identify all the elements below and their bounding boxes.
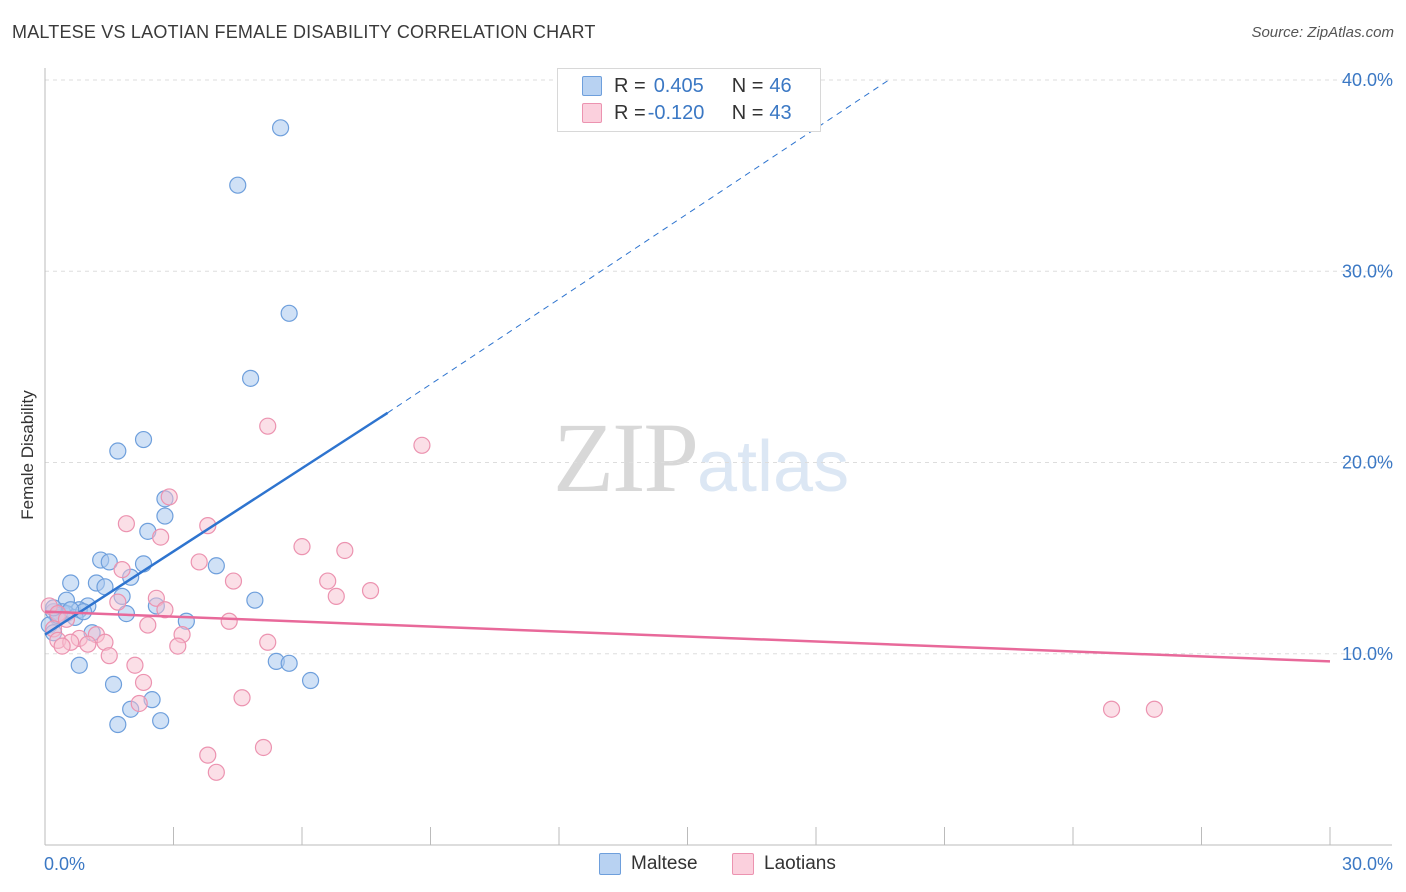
laotian-point [160, 488, 178, 506]
laotian-point [233, 689, 251, 707]
laotian-point [100, 647, 118, 665]
laotian-point [147, 589, 165, 607]
bottom-legend-swatch-maltese [599, 853, 621, 875]
laotian-point [319, 572, 337, 590]
maltese-point [109, 442, 127, 460]
laotian-point [293, 538, 311, 556]
laotian-point [224, 572, 243, 590]
legend-r-value: -0.120 [647, 101, 705, 124]
laotian-point [259, 417, 277, 435]
bottom-legend-label-maltese: Maltese [631, 853, 698, 874]
legend-n-value: 43 [769, 101, 792, 124]
laotian-point [1145, 700, 1163, 718]
laotian-point [336, 541, 354, 560]
legend-r-value: 0.405 [653, 74, 704, 97]
x-tick-label: 30.0% [1342, 854, 1393, 874]
bottom-legend-swatch-laotians [732, 853, 754, 875]
legend-r-label: R = [614, 101, 646, 124]
maltese-point [104, 675, 123, 693]
maltese-point [246, 591, 264, 609]
laotian-point [113, 560, 131, 579]
laotian-point [190, 553, 208, 571]
laotian-trend-line [44, 610, 1331, 663]
laotian-point [220, 612, 238, 630]
legend-n-label: N = [731, 101, 764, 124]
laotian-points [40, 417, 1163, 781]
legend-r-label: R = [614, 74, 646, 97]
maltese-point [134, 430, 153, 449]
legend-n-value: 46 [769, 74, 792, 97]
y-tick-label: 30.0% [1342, 261, 1393, 281]
legend-swatch-maltese [582, 76, 602, 96]
laotian-point [130, 694, 148, 713]
correlation-legend: R = 0.405 N = 46 R = -0.120 N = 43 [557, 68, 821, 132]
maltese-point [62, 574, 80, 592]
x-tick-label: 0.0% [44, 854, 85, 874]
y-tick-label: 20.0% [1342, 453, 1393, 473]
laotian-point [109, 593, 127, 611]
laotian-point [199, 517, 217, 535]
laotian-point [139, 616, 157, 634]
bottom-legend-laotians: Laotians [732, 851, 836, 877]
bottom-legend-label-laotians: Laotians [764, 853, 836, 874]
maltese-point [207, 557, 225, 575]
laotian-point [259, 633, 277, 651]
maltese-point [271, 119, 290, 137]
laotian-point [134, 673, 153, 692]
maltese-point [152, 712, 170, 730]
laotian-point [152, 528, 170, 546]
laotian-point [117, 515, 135, 533]
laotian-point [1102, 700, 1121, 718]
maltese-point [70, 656, 88, 674]
legend-n-label: N = [731, 74, 764, 97]
maltese-point [229, 176, 247, 194]
y-tick-label: 40.0% [1342, 70, 1393, 90]
maltese-trend-extension [387, 79, 890, 414]
laotian-point [169, 637, 187, 655]
y-tick-label: 10.0% [1342, 644, 1393, 664]
laotian-point [207, 763, 225, 781]
maltese-point [301, 671, 320, 690]
maltese-trend-line [44, 411, 389, 636]
legend-row-maltese: R = 0.405 N = 46 [582, 73, 792, 99]
laotian-point [254, 738, 273, 757]
laotian-point [413, 436, 431, 454]
laotian-point [79, 635, 97, 653]
laotian-point [126, 656, 144, 674]
laotian-point [53, 637, 71, 655]
maltese-point [242, 369, 260, 387]
bottom-legend-maltese: Maltese [599, 851, 698, 877]
laotian-point [327, 587, 345, 605]
laotian-point [361, 582, 380, 600]
maltese-point [100, 553, 118, 571]
legend-row-laotians: R = -0.120 N = 43 [582, 100, 792, 126]
laotian-point [199, 746, 217, 764]
source-label: Source: ZipAtlas.com [1251, 24, 1394, 41]
maltese-point [156, 507, 174, 525]
legend-swatch-laotians [582, 103, 602, 123]
maltese-point [280, 654, 298, 672]
maltese-point [280, 304, 298, 322]
maltese-point [109, 715, 127, 734]
chart-title: MALTESE VS LAOTIAN FEMALE DISABILITY COR… [12, 22, 596, 42]
laotian-point [156, 601, 174, 619]
